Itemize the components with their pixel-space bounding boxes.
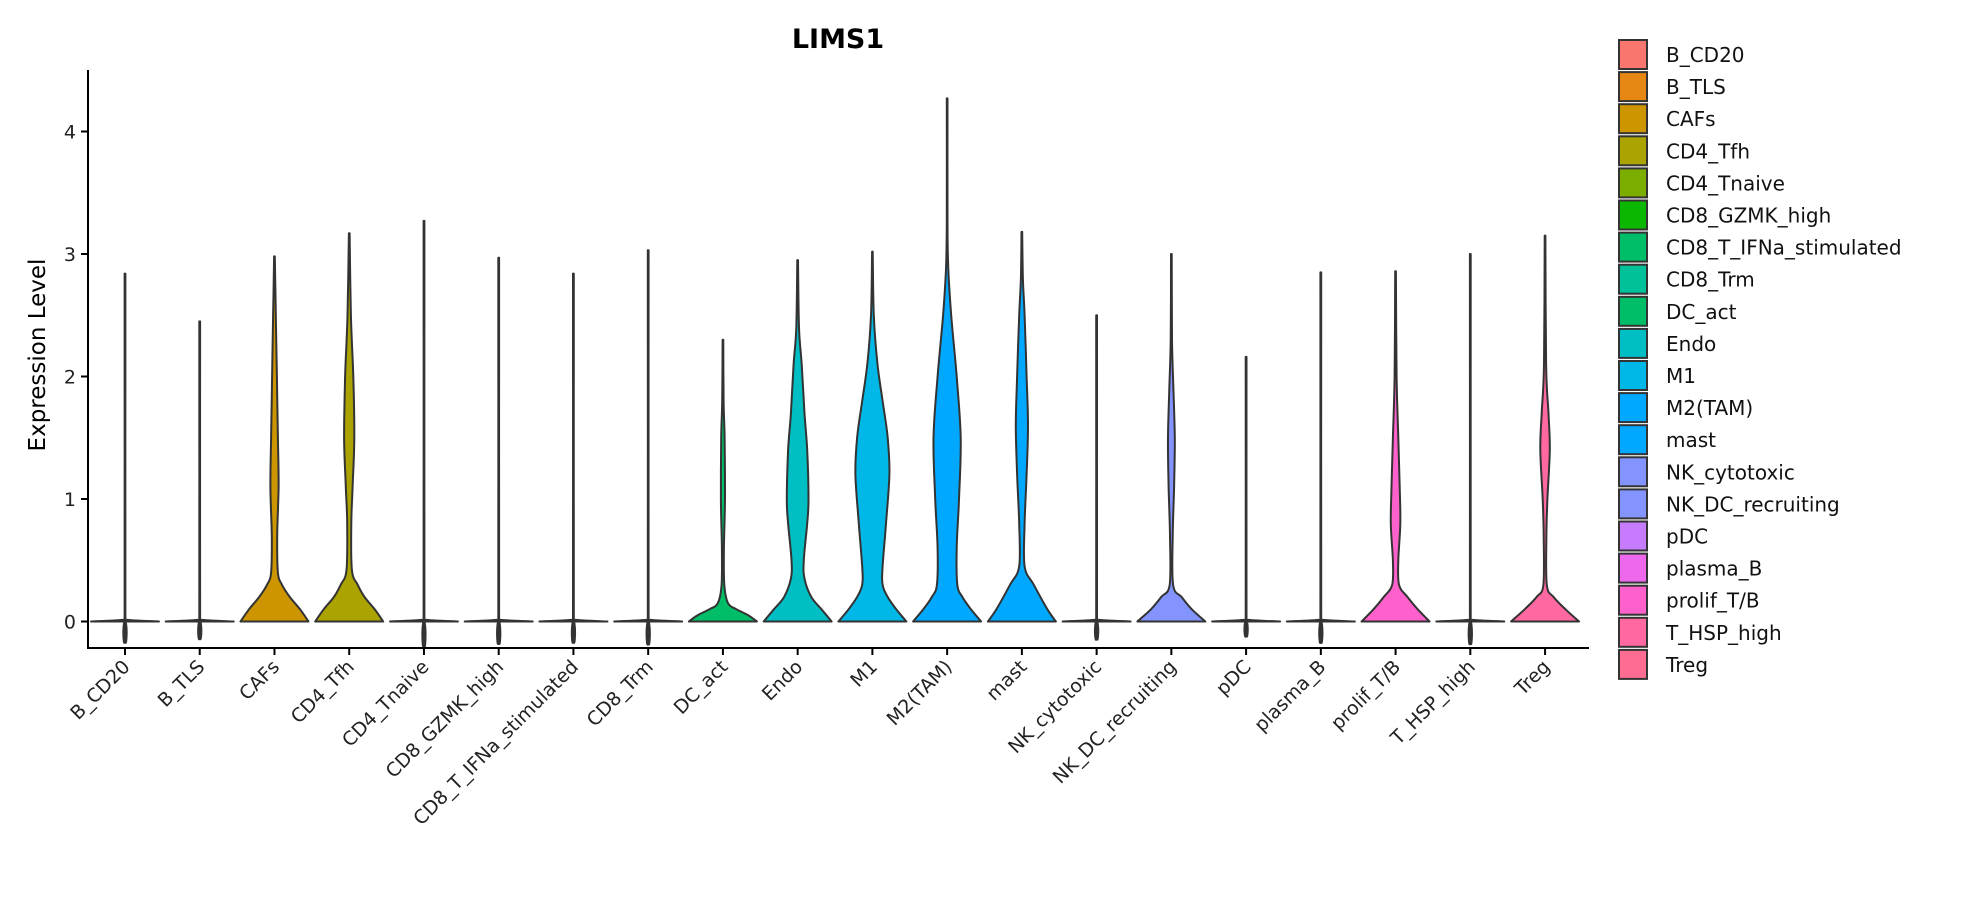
- violin-nk-dc-recruiting: [1136, 253, 1207, 623]
- violin-plasma-b: [1285, 271, 1356, 644]
- violin-m1: [837, 250, 908, 623]
- legend: B_CD20 B_TLS CAFs CD4_Tfh CD4_Tnaive CD8_GZMK…: [1618, 39, 1902, 680]
- legend-swatch: [1618, 327, 1648, 359]
- violin-m2-tam-: [912, 97, 983, 623]
- x-tick-label: prolif_T/B: [1327, 656, 1405, 734]
- x-tick-label: NK_DC_recruiting: [1049, 656, 1181, 788]
- y-tick-label: 2: [64, 367, 76, 389]
- legend-swatch: [1618, 103, 1648, 135]
- y-axis-label: Expression Level: [25, 259, 51, 452]
- legend-label: pDC: [1666, 525, 1708, 549]
- violin-endo: [762, 259, 833, 623]
- legend-swatch: [1618, 616, 1648, 648]
- x-tick-label: DC_act: [670, 656, 733, 719]
- legend-label: CD8_Trm: [1666, 268, 1755, 292]
- legend-label: CD4_Tfh: [1666, 139, 1750, 163]
- y-tick-label: 0: [64, 612, 76, 634]
- x-tick-label: CD8_Trm: [583, 656, 658, 731]
- x-tick-label: M2(TAM): [883, 656, 957, 730]
- legend-label: NK_DC_recruiting: [1666, 492, 1840, 516]
- legend-label: DC_act: [1666, 300, 1737, 324]
- violin-b-tls: [164, 320, 235, 641]
- legend-label: CD4_Tnaive: [1666, 171, 1785, 195]
- violin-treg: [1510, 234, 1581, 623]
- legend-swatch: [1618, 71, 1648, 103]
- violins-group: [90, 97, 1581, 648]
- legend-swatch: [1618, 360, 1648, 391]
- legend-swatch: [1618, 263, 1648, 295]
- y-tick-label: 4: [64, 122, 76, 144]
- violin-b-cd20: [90, 272, 160, 644]
- legend-label: CAFs: [1666, 107, 1716, 131]
- legend-label: CD8_GZMK_high: [1666, 204, 1831, 228]
- violin-pdc: [1211, 355, 1282, 638]
- legend-label: M2(TAM): [1666, 396, 1753, 420]
- x-tick-label: CD4_Tfh: [287, 656, 359, 728]
- violin-dc-act: [687, 338, 758, 623]
- violin-cd4-tnaive: [389, 219, 459, 648]
- violin-nk-cytotoxic: [1061, 314, 1132, 641]
- x-tick-label: plasma_B: [1250, 656, 1330, 736]
- legend-label: M1: [1666, 364, 1696, 388]
- legend-label: prolif_T/B: [1666, 589, 1760, 613]
- legend-label: CD8_T_IFNa_stimulated: [1666, 236, 1902, 260]
- legend-label: mast: [1666, 428, 1716, 452]
- legend-swatch: [1618, 231, 1648, 263]
- violin-cafs: [239, 255, 310, 623]
- legend-swatch: [1618, 520, 1648, 552]
- legend-label: plasma_B: [1666, 557, 1762, 581]
- legend-label: NK_cytotoxic: [1666, 460, 1795, 484]
- legend-swatch: [1618, 39, 1648, 70]
- legend-swatch: [1618, 488, 1648, 520]
- x-tick-label: CAFs: [235, 656, 284, 705]
- x-tick-label: B_TLS: [154, 656, 210, 712]
- legend-swatch: [1618, 584, 1648, 616]
- legend-swatch: [1618, 648, 1648, 680]
- y-tick-label: 1: [64, 489, 76, 511]
- x-tick-label: B_CD20: [66, 656, 134, 724]
- legend-label: Treg: [1665, 653, 1708, 677]
- violin-cd4-tfh: [314, 232, 385, 623]
- legend-swatch: [1618, 552, 1648, 584]
- legend-swatch: [1618, 295, 1648, 327]
- violin-cd8-gzmk-high: [463, 256, 534, 646]
- legend-swatch: [1618, 424, 1648, 456]
- legend-swatch: [1618, 135, 1648, 167]
- chart-title: LIMS1: [792, 24, 884, 55]
- legend-label: B_CD20: [1666, 43, 1745, 67]
- legend-label: T_HSP_high: [1665, 621, 1782, 645]
- legend-swatch: [1618, 456, 1648, 488]
- x-tick-label: pDC: [1212, 656, 1256, 700]
- x-tick-label: mast: [982, 656, 1031, 705]
- legend-swatch: [1618, 392, 1648, 424]
- violin-cd8-t-ifna-stimulated: [538, 272, 609, 644]
- violin-prolif-t-b: [1360, 270, 1431, 623]
- legend-label: B_TLS: [1666, 75, 1726, 99]
- legend-swatch: [1618, 199, 1648, 231]
- legend-swatch: [1618, 167, 1648, 199]
- violin-mast: [986, 230, 1057, 623]
- x-tick-label: Endo: [758, 656, 807, 705]
- legend-label: Endo: [1666, 332, 1716, 356]
- x-tick-label: M1: [846, 656, 882, 692]
- y-tick-label: 3: [64, 244, 76, 266]
- x-tick-label: Treg: [1510, 656, 1555, 701]
- violin-cd8-trm: [613, 249, 684, 646]
- violin-t-hsp-high: [1435, 253, 1506, 646]
